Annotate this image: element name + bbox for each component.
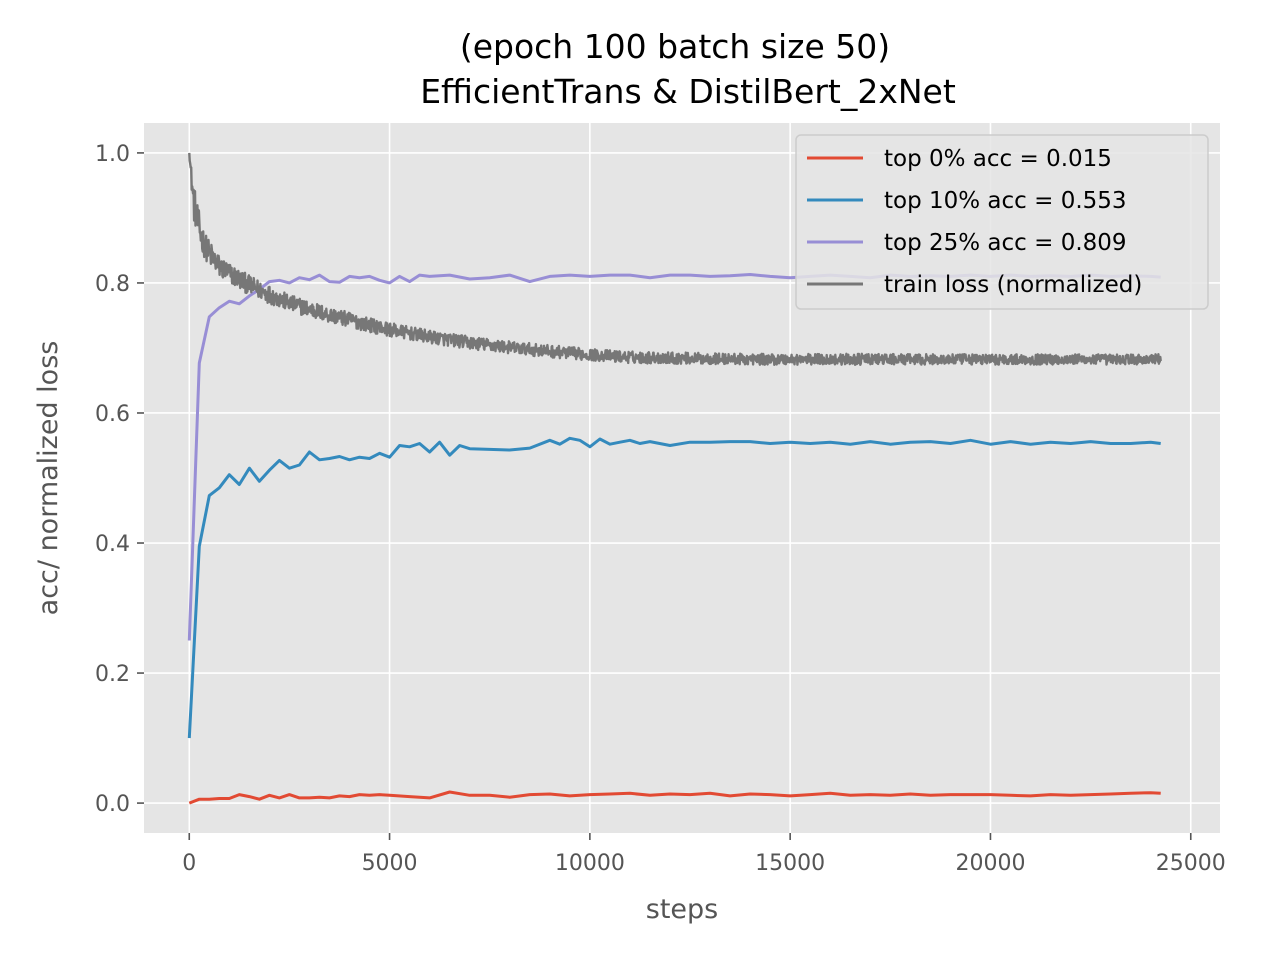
- chart-title-line2: EfficientTrans & DistilBert_2xNet: [420, 72, 956, 111]
- x-tick-label: 20000: [955, 851, 1025, 876]
- series-line-4: [188, 152, 1162, 366]
- legend-label-2: top 10% acc = 0.553: [884, 188, 1127, 214]
- chart-title-line1: (epoch 100 batch size 50): [460, 27, 890, 66]
- x-axis-label: steps: [646, 894, 718, 925]
- legend: top 0% acc = 0.015 top 10% acc = 0.553 top…: [795, 134, 1209, 310]
- y-tick-label: 0.2: [95, 662, 130, 687]
- y-tick-label: 0.6: [95, 402, 130, 427]
- x-tick-label: 0: [182, 851, 196, 876]
- x-tick-label: 10000: [555, 851, 625, 876]
- legend-label-1: top 0% acc = 0.015: [884, 146, 1112, 172]
- x-tick-label: 25000: [1156, 851, 1226, 876]
- y-axis-ticks: 0.0 0.2 0.4 0.6 0.8 1.0: [95, 142, 144, 817]
- y-tick-label: 0.8: [95, 272, 130, 297]
- x-tick-label: 5000: [362, 851, 418, 876]
- series-line-1: [188, 790, 1161, 805]
- legend-box: [795, 134, 1209, 310]
- legend-label-4: train loss (normalized): [884, 272, 1142, 298]
- x-axis-ticks: 0 5000 10000 15000 20000 25000: [182, 833, 1226, 876]
- y-tick-label: 0.0: [95, 792, 130, 817]
- series-line-2: [187, 436, 1161, 739]
- x-tick-label: 15000: [755, 851, 825, 876]
- legend-label-3: top 25% acc = 0.809: [884, 230, 1127, 256]
- y-tick-label: 0.4: [95, 532, 130, 557]
- y-axis-label: acc/ normalized loss: [33, 341, 64, 616]
- y-tick-label: 1.0: [95, 142, 130, 167]
